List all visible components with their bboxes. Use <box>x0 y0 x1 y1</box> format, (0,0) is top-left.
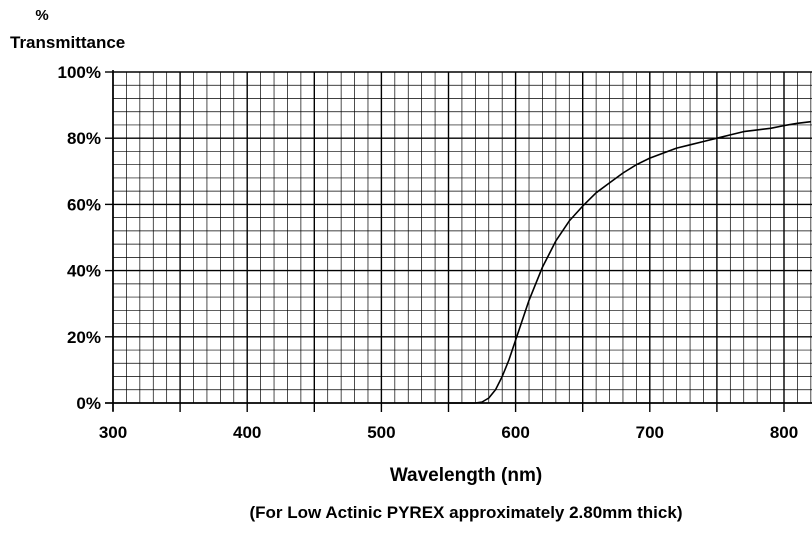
x-tick-label: 300 <box>99 423 127 442</box>
y-tick-label: 20% <box>67 328 101 347</box>
tick-labels: 300 400 500 600 700 800 0% 20% 40% 60% 80% 100% <box>58 63 799 442</box>
chart-caption: (For Low Actinic PYREX approximately 2.8… <box>250 503 683 522</box>
x-axis-label: Wavelength (nm) <box>390 465 542 486</box>
y-axis-unit-label: % <box>35 7 48 24</box>
axes <box>105 70 812 412</box>
y-tick-label: 100% <box>58 63 101 82</box>
series <box>448 120 811 404</box>
y-tick-label: 60% <box>67 195 101 214</box>
y-tick-label: 40% <box>67 262 101 281</box>
x-tick-label: 600 <box>501 423 529 442</box>
y-tick-label: 0% <box>76 394 101 413</box>
transmittance-curve <box>448 120 811 404</box>
y-axis-label: Transmittance <box>10 33 125 52</box>
x-tick-label: 400 <box>233 423 261 442</box>
grid <box>112 71 812 404</box>
x-tick-label: 500 <box>367 423 395 442</box>
y-tick-label: 80% <box>67 129 101 148</box>
x-tick-label: 700 <box>636 423 664 442</box>
x-tick-label: 800 <box>770 423 798 442</box>
